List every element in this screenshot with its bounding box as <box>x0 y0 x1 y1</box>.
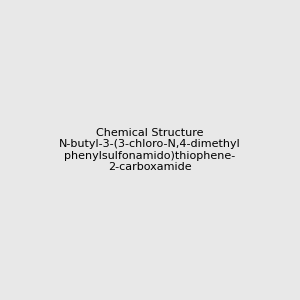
Text: Chemical Structure
N-butyl-3-(3-chloro-N,4-dimethyl
phenylsulfonamido)thiophene-: Chemical Structure N-butyl-3-(3-chloro-N… <box>59 128 241 172</box>
